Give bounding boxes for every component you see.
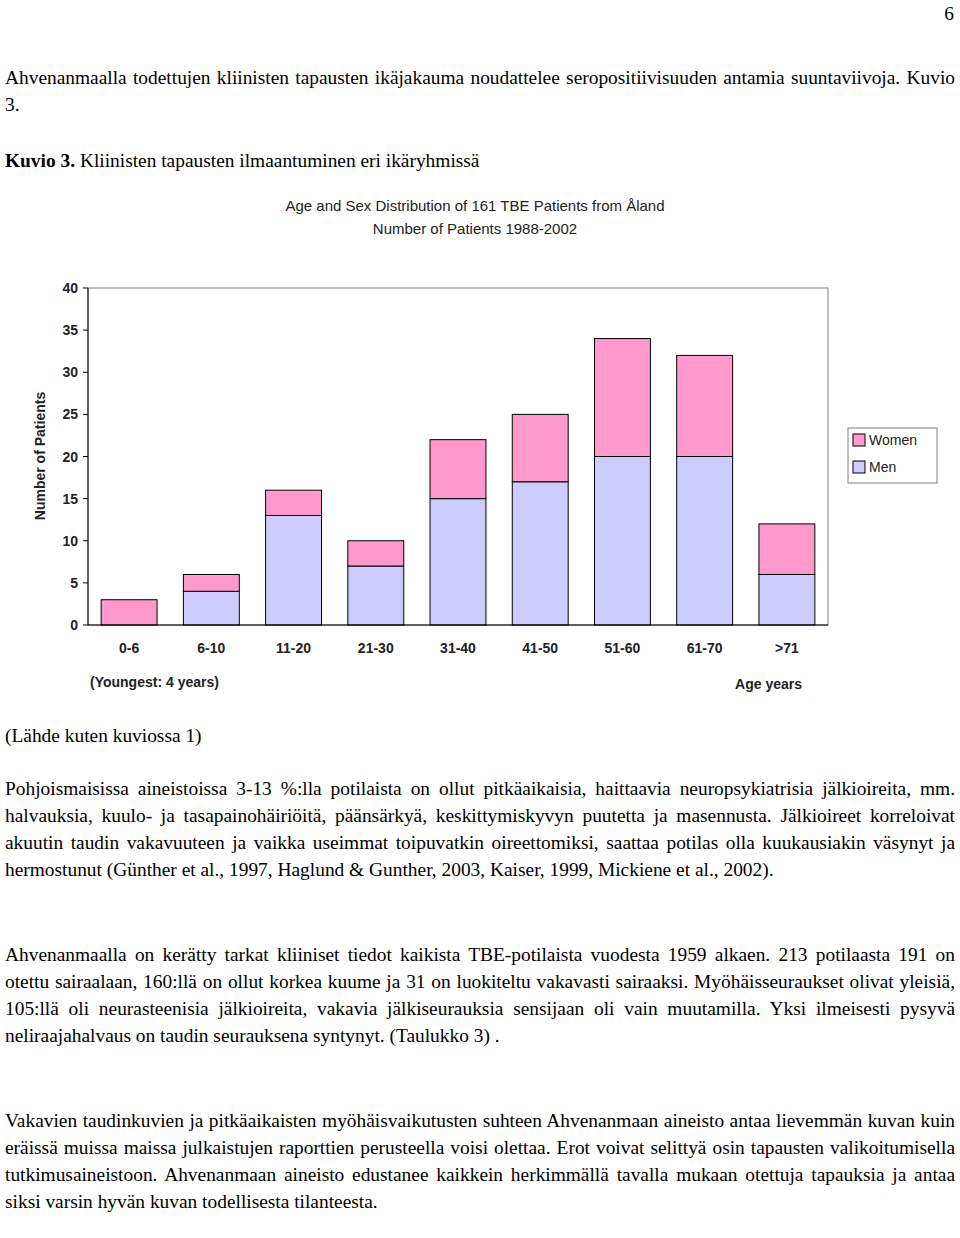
- paragraph: Ahvenanmaalla on kerätty tarkat kliinise…: [5, 941, 955, 1049]
- bar-segment: [677, 457, 733, 626]
- paragraph: Ahvenanmaalla todettujen kliinisten tapa…: [5, 64, 955, 118]
- y-tick: [83, 456, 88, 457]
- bar-segment: [348, 541, 404, 566]
- bar-segment: [594, 457, 650, 626]
- y-tick: [83, 414, 88, 415]
- page-number: 6: [944, 0, 954, 27]
- y-tick-label: 20: [62, 449, 78, 465]
- x-tick-label: 6-10: [197, 640, 225, 656]
- legend-box: [848, 428, 937, 483]
- bar-segment: [183, 591, 239, 625]
- caption-label: Kuvio 3.: [5, 150, 75, 171]
- legend-swatch: [853, 434, 865, 446]
- annotation: (Youngest: 4 years): [90, 674, 219, 690]
- x-tick-label: 11-20: [276, 640, 311, 656]
- bar-segment: [759, 524, 815, 575]
- y-tick: [83, 288, 88, 289]
- chart-title: Age and Sex Distribution of 161 TBE Pati…: [285, 197, 664, 214]
- page: 6 Ahvenanmaalla todettujen kliinisten tap…: [0, 0, 960, 1238]
- x-tick-label: 0-6: [119, 640, 139, 656]
- y-tick: [83, 540, 88, 541]
- x-tick-label: 61-70: [687, 640, 723, 656]
- bar-segment: [183, 574, 239, 591]
- x-axis-line: [88, 625, 828, 626]
- y-tick-label: 0: [70, 617, 78, 633]
- chart: Age and Sex Distribution of 161 TBE Pati…: [0, 0, 960, 710]
- bars: [101, 339, 815, 625]
- y-tick-label: 5: [70, 575, 78, 591]
- plot-frame: [88, 288, 828, 625]
- bar-segment: [677, 355, 733, 456]
- y-axis-title: Number of Patients: [32, 392, 48, 521]
- y-tick-label: 40: [62, 280, 78, 296]
- bar-segment: [759, 574, 815, 625]
- y-tick: [83, 330, 88, 331]
- y-tick: [83, 372, 88, 373]
- bar-segment: [266, 490, 322, 515]
- bar-segment: [266, 515, 322, 625]
- legend: Women Men: [848, 428, 937, 483]
- x-tick-label: 21-30: [358, 640, 394, 656]
- legend-swatch: [853, 461, 865, 473]
- chart-subtitle: Number of Patients 1988-2002: [373, 220, 577, 237]
- figure-source: (Lähde kuten kuviossa 1): [5, 722, 955, 749]
- legend-label: Men: [869, 459, 896, 475]
- y-tick: [83, 625, 88, 626]
- legend-label: Women: [869, 432, 917, 448]
- paragraph: Pohjoismaisissa aineistoissa 3-13 %:lla …: [5, 775, 955, 883]
- x-axis-title: Age years: [735, 676, 802, 692]
- y-tick: [83, 498, 88, 499]
- bar-segment: [348, 566, 404, 625]
- caption-text: Kliinisten tapausten ilmaantuminen eri i…: [80, 150, 480, 171]
- x-tick-label: 41-50: [522, 640, 558, 656]
- x-tick-label: 51-60: [605, 640, 641, 656]
- bar-segment: [594, 339, 650, 457]
- x-tick-label: >71: [775, 640, 799, 656]
- y-tick-label: 30: [62, 364, 78, 380]
- y-tick-label: 25: [62, 406, 78, 422]
- figure-caption: Kuvio 3. Kliinisten tapausten ilmaantumi…: [5, 147, 955, 174]
- x-tick-label: 31-40: [440, 640, 476, 656]
- y-tick: [83, 582, 88, 583]
- y-tick-label: 15: [62, 491, 78, 507]
- bar-segment: [512, 414, 568, 481]
- bar-segment: [512, 482, 568, 625]
- y-tick-label: 35: [62, 322, 78, 338]
- bar-segment: [101, 600, 157, 625]
- bar-segment: [430, 440, 486, 499]
- paragraph: Vakavien taudinkuvien ja pitkäaikaisten …: [5, 1107, 955, 1215]
- y-tick-label: 10: [62, 533, 78, 549]
- bar-segment: [430, 499, 486, 625]
